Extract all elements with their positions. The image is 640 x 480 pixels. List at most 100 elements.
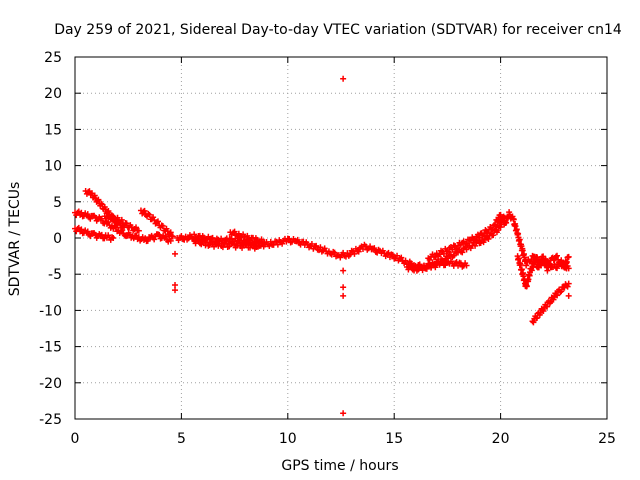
chart-ticks: 0 5 10 15 20 25 -25 -20 -15 -10 -5 0 5 10 15 20 25 xyxy=(39,50,616,447)
data-point xyxy=(226,243,233,250)
y-tick-label: -5 xyxy=(48,267,62,283)
y-tick-label: 25 xyxy=(44,50,62,66)
series-track-b xyxy=(72,224,117,243)
data-point xyxy=(476,234,483,241)
data-point xyxy=(78,226,85,233)
data-point xyxy=(340,292,347,299)
data-point xyxy=(167,237,174,244)
data-point xyxy=(317,244,324,251)
y-tick-label: -15 xyxy=(39,340,62,356)
series-track-m xyxy=(529,280,572,326)
data-point xyxy=(94,197,101,204)
data-point xyxy=(408,263,415,270)
y-axis-label: SDTVAR / TECUs xyxy=(7,182,23,297)
y-tick-label: 5 xyxy=(53,195,62,211)
y-tick-label: -10 xyxy=(39,303,62,319)
data-point xyxy=(561,260,568,267)
data-point xyxy=(463,240,470,247)
data-point xyxy=(340,75,347,82)
chart-marks xyxy=(72,75,572,417)
data-point xyxy=(266,243,273,250)
data-point xyxy=(565,265,572,272)
data-point xyxy=(145,210,152,217)
data-point xyxy=(426,256,433,263)
data-point xyxy=(250,242,257,249)
data-point xyxy=(231,228,238,235)
data-point xyxy=(150,214,157,221)
y-tick-label: 10 xyxy=(44,159,62,175)
data-point xyxy=(172,287,179,294)
x-tick-label: 20 xyxy=(492,431,510,447)
data-point xyxy=(485,236,492,243)
data-point xyxy=(340,267,347,274)
data-point xyxy=(261,239,268,246)
series-track-a xyxy=(72,208,174,245)
data-point xyxy=(432,254,439,261)
data-point xyxy=(398,254,405,261)
data-point xyxy=(489,226,496,233)
data-point xyxy=(449,246,456,253)
x-tick-label: 15 xyxy=(385,431,403,447)
data-point xyxy=(112,224,119,231)
data-point xyxy=(557,289,564,296)
data-point xyxy=(394,252,401,259)
data-point xyxy=(494,218,501,225)
series-track-i xyxy=(403,258,470,274)
series-outliers xyxy=(172,75,572,417)
series-track-e xyxy=(137,207,176,240)
data-point xyxy=(141,207,148,214)
y-tick-label: 0 xyxy=(53,231,62,247)
data-point xyxy=(532,259,539,266)
data-point xyxy=(191,231,198,238)
data-point xyxy=(565,253,572,260)
data-point xyxy=(550,296,557,303)
data-point xyxy=(459,249,466,256)
data-point xyxy=(340,284,347,291)
data-point xyxy=(340,410,347,417)
data-point xyxy=(472,242,479,249)
data-point xyxy=(247,244,254,251)
data-point xyxy=(135,227,142,234)
data-point xyxy=(294,236,301,243)
data-point xyxy=(105,219,112,226)
data-point xyxy=(279,240,286,247)
data-point xyxy=(477,239,484,246)
data-point xyxy=(423,265,430,272)
data-point xyxy=(530,319,537,326)
data-point xyxy=(484,229,491,236)
data-point xyxy=(110,235,117,241)
data-point xyxy=(172,282,179,289)
x-tick-label: 5 xyxy=(177,431,186,447)
data-point xyxy=(351,250,358,257)
series-track-j xyxy=(425,213,508,263)
data-point xyxy=(331,249,338,256)
chart-title: Day 259 of 2021, Sidereal Day-to-day VTE… xyxy=(54,22,622,38)
data-point xyxy=(544,267,551,274)
data-point xyxy=(144,237,151,244)
data-point xyxy=(167,229,174,236)
y-tick-label: -25 xyxy=(39,412,62,428)
data-point xyxy=(146,211,153,218)
data-point xyxy=(355,248,362,255)
y-tick-label: -20 xyxy=(39,376,62,392)
data-point xyxy=(342,253,349,260)
data-point xyxy=(490,232,497,239)
series-track-g xyxy=(191,236,262,252)
data-point xyxy=(154,218,161,225)
data-point xyxy=(450,252,457,259)
data-point xyxy=(95,196,102,203)
data-point xyxy=(389,251,396,258)
data-point xyxy=(565,280,572,287)
data-point xyxy=(445,248,452,255)
data-point xyxy=(544,303,551,310)
data-point xyxy=(244,232,251,239)
data-point xyxy=(463,246,470,253)
data-point xyxy=(151,236,158,243)
x-tick-label: 10 xyxy=(279,431,297,447)
data-point xyxy=(565,292,572,299)
data-point xyxy=(133,224,140,231)
data-point xyxy=(106,211,113,218)
data-point xyxy=(553,265,560,272)
data-point xyxy=(564,283,571,290)
